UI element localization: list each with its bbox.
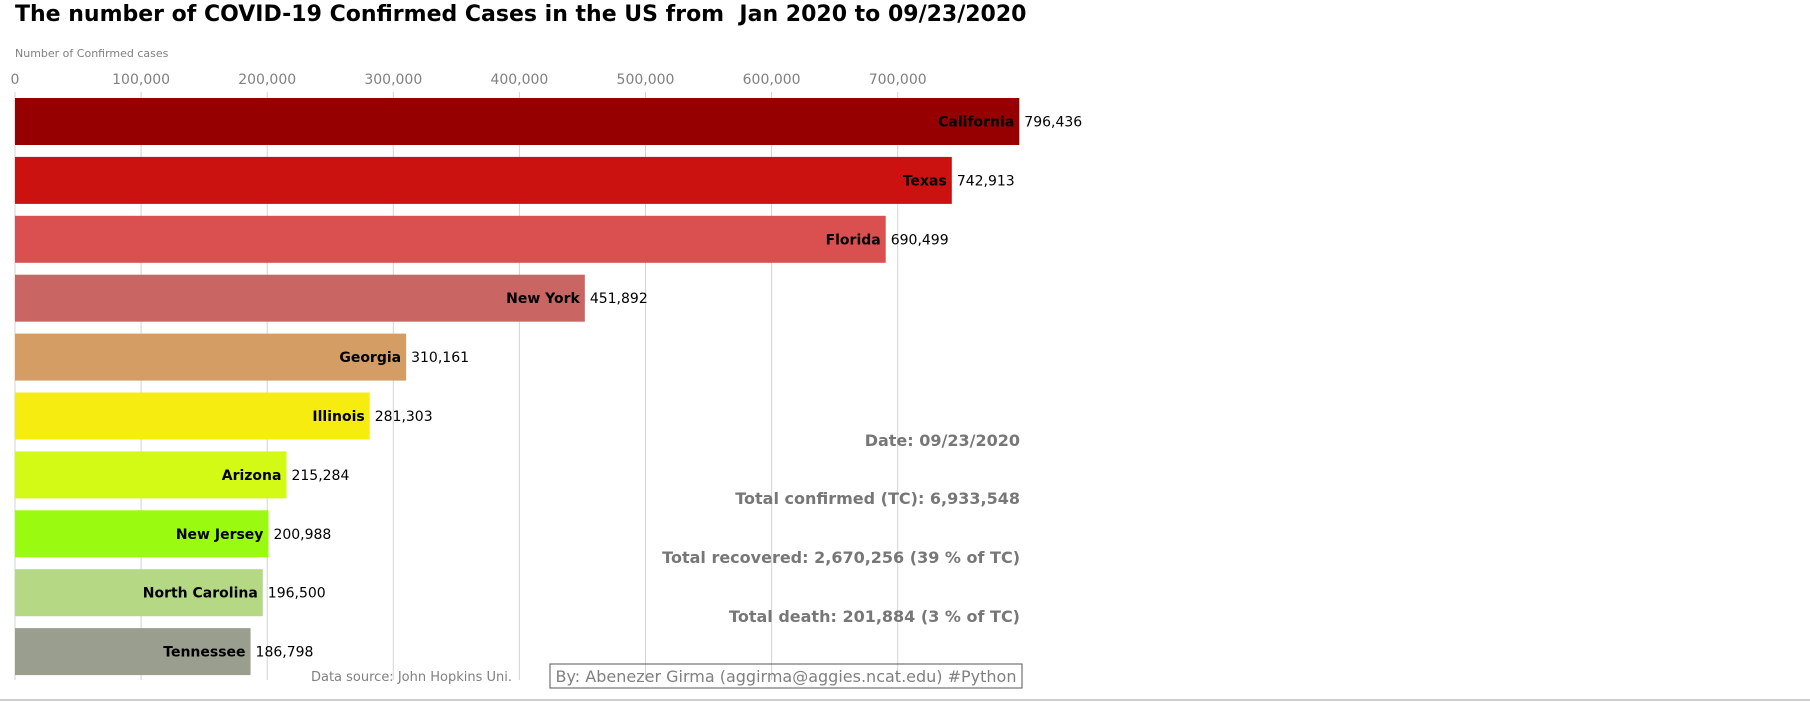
bar-value-label: 196,500 <box>268 586 326 602</box>
x-axis-label: Number of Confirmed cases <box>15 47 169 60</box>
bar <box>15 392 370 440</box>
bar <box>15 628 251 676</box>
x-tick-label: 0 <box>11 72 20 88</box>
summary-annotations: Date: 09/23/2020 Total confirmed (TC): 6… <box>662 431 1020 626</box>
bar-category-label: Illinois <box>312 409 364 425</box>
bar-value-label: 200,988 <box>273 527 331 543</box>
bar-category-label: Arizona <box>222 468 282 484</box>
total-death-annotation: Total death: 201,884 (3 % of TC) <box>729 607 1020 626</box>
x-tick-label: 300,000 <box>364 72 422 88</box>
bar-category-label: Texas <box>903 173 947 189</box>
bar-value-label: 186,798 <box>256 645 314 661</box>
bar <box>15 451 287 499</box>
bar-category-label: New York <box>506 291 580 307</box>
x-tick-label: 500,000 <box>617 72 675 88</box>
bar <box>15 215 886 263</box>
bar-value-label: 690,499 <box>891 232 949 248</box>
bar <box>15 569 263 617</box>
total-recovered-annotation: Total recovered: 2,670,256 (39 % of TC) <box>662 548 1020 567</box>
bar-category-label: Tennessee <box>163 645 245 661</box>
bar-category-label: North Carolina <box>143 586 258 602</box>
x-tick-label: 100,000 <box>112 72 170 88</box>
bar-value-label: 310,161 <box>411 350 469 366</box>
chart-title: The number of COVID-19 Confirmed Cases i… <box>15 2 1027 27</box>
bar-labels: California 796,436 Texas 742,913 Florida 690,… <box>143 115 1083 661</box>
x-tick-label: 400,000 <box>490 72 548 88</box>
total-confirmed-annotation: Total confirmed (TC): 6,933,548 <box>735 489 1020 508</box>
x-tick-label: 600,000 <box>743 72 801 88</box>
credit-box <box>549 663 1023 689</box>
bar <box>15 274 585 322</box>
bar-category-label: Florida <box>826 232 881 248</box>
bar <box>15 98 1020 145</box>
bar-category-label: New Jersey <box>176 527 264 543</box>
data-source-note: Data source: John Hopkins Uni. <box>311 670 512 685</box>
bar <box>15 510 269 558</box>
bar-value-label: 796,436 <box>1024 115 1082 131</box>
bar-value-label: 742,913 <box>957 173 1015 189</box>
bars <box>15 98 1020 676</box>
credit-note: By: Abenezer Girma (aggirma@aggies.ncat.… <box>556 667 1017 686</box>
bar <box>15 156 952 204</box>
bar <box>15 333 407 381</box>
bar-value-label: 281,303 <box>375 409 433 425</box>
x-tick-label: 700,000 <box>869 72 927 88</box>
bottom-divider <box>0 699 1810 701</box>
bar-category-label: Georgia <box>339 350 401 366</box>
bar-category-label: California <box>938 115 1014 131</box>
x-tick-label: 200,000 <box>238 72 296 88</box>
bar-value-label: 215,284 <box>291 468 349 484</box>
bar-value-label: 451,892 <box>590 291 648 307</box>
x-tick-labels: 0 100,000 200,000 300,000 400,000 500,000 600,… <box>11 72 927 88</box>
date-annotation: Date: 09/23/2020 <box>865 431 1020 450</box>
